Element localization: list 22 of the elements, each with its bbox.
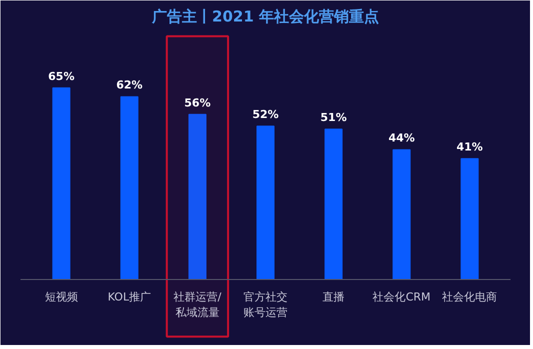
bar [460, 158, 479, 280]
x-tick-label: 社群运营/私域流量 [174, 290, 222, 319]
data-label: 65% [48, 70, 75, 83]
chart-title: 广告主丨2021 年社会化营销重点 [151, 8, 379, 26]
data-label: 44% [388, 132, 415, 145]
x-tick-label: 社会化CRM [372, 290, 431, 304]
data-label: 52% [252, 108, 279, 122]
x-tick-label: 短视频 [44, 290, 78, 304]
x-tick-label: 社会化电商 [442, 290, 498, 304]
bar [324, 128, 343, 280]
bar [256, 126, 275, 280]
bar [120, 96, 138, 280]
data-label: 41% [456, 140, 483, 154]
x-tick-label: 直播 [322, 290, 345, 304]
x-tick-label: 官方社交账号运营 [244, 290, 288, 319]
data-label: 56% [184, 96, 211, 110]
x-tick-label: KOL推广 [108, 290, 152, 304]
bar [392, 149, 411, 280]
bar [52, 87, 70, 280]
data-label: 51% [320, 111, 347, 124]
bar [188, 114, 206, 280]
data-label: 62% [116, 78, 143, 92]
